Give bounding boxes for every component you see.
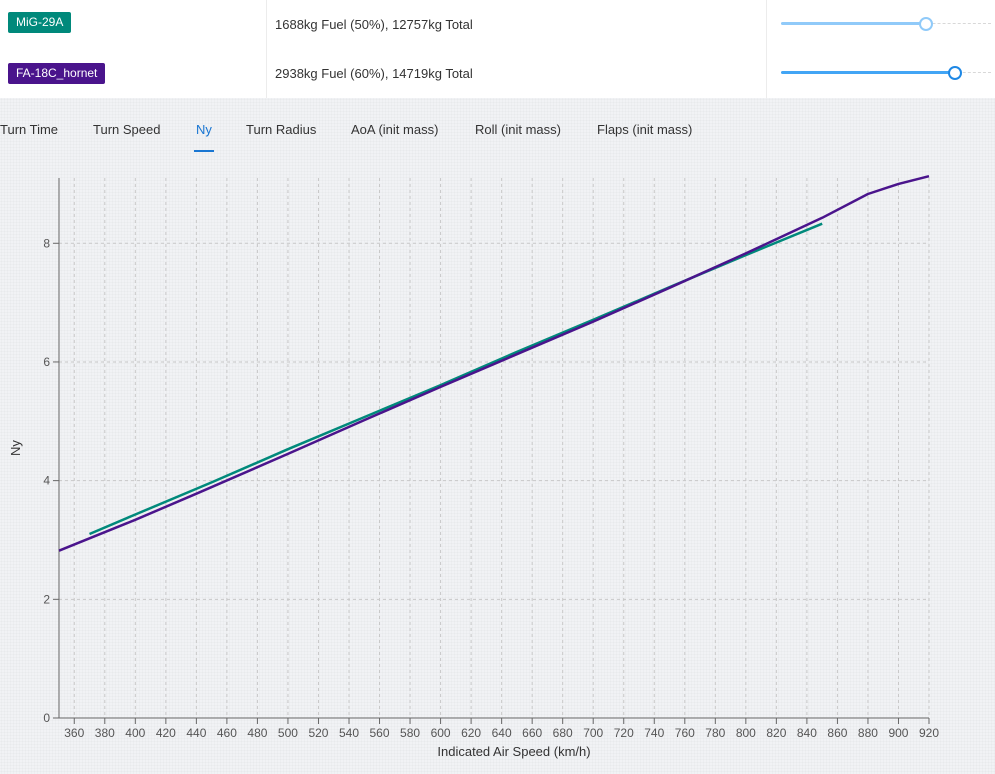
y-tick-label: 8 bbox=[43, 236, 50, 250]
y-tick-label: 6 bbox=[43, 355, 50, 369]
x-tick-label: 480 bbox=[247, 726, 267, 740]
aircraft-row-hornet: FA-18C_hornet 2938kg Fuel (60%), 14719kg… bbox=[0, 49, 995, 99]
fuel-slider-mig29[interactable] bbox=[781, 17, 991, 31]
y-tick-label: 4 bbox=[43, 474, 50, 488]
series-line-mig-29a bbox=[89, 222, 823, 536]
x-tick-label: 720 bbox=[614, 726, 634, 740]
x-tick-label: 840 bbox=[797, 726, 817, 740]
column-divider bbox=[266, 49, 267, 98]
x-axis-label: Indicated Air Speed (km/h) bbox=[437, 744, 590, 759]
x-tick-label: 520 bbox=[308, 726, 328, 740]
x-tick-label: 760 bbox=[675, 726, 695, 740]
x-tick-label: 800 bbox=[736, 726, 756, 740]
x-tick-label: 440 bbox=[186, 726, 206, 740]
fuel-slider-hornet[interactable] bbox=[781, 66, 991, 80]
aircraft-badge-hornet[interactable]: FA-18C_hornet bbox=[8, 63, 106, 84]
x-tick-label: 820 bbox=[766, 726, 786, 740]
x-tick-label: 900 bbox=[888, 726, 908, 740]
tab-turn-radius[interactable]: Turn Radius bbox=[246, 122, 317, 137]
x-tick-label: 420 bbox=[156, 726, 176, 740]
slider-track bbox=[781, 22, 926, 25]
chart-panel: Turn Time Turn Speed Ny Turn Radius AoA … bbox=[0, 98, 995, 774]
x-tick-label: 400 bbox=[125, 726, 145, 740]
x-tick-label: 460 bbox=[217, 726, 237, 740]
x-tick-label: 360 bbox=[64, 726, 84, 740]
ny-chart: 360 380 400 420 440 460 480 500 520 540 560 580 600 6… bbox=[8, 174, 939, 759]
aircraft-table: MiG-29A 1688kg Fuel (50%), 12757kg Total… bbox=[0, 0, 995, 99]
x-tick-label: 860 bbox=[827, 726, 847, 740]
x-tick-label: 880 bbox=[858, 726, 878, 740]
aircraft-row-mig29: MiG-29A 1688kg Fuel (50%), 12757kg Total bbox=[0, 0, 995, 50]
tab-aoa[interactable]: AoA (init mass) bbox=[351, 122, 439, 137]
fuel-info-mig29: 1688kg Fuel (50%), 12757kg Total bbox=[275, 17, 473, 32]
series-line-fa-18c-hornet bbox=[58, 174, 930, 552]
x-tick-label: 660 bbox=[522, 726, 542, 740]
x-tick-label: 920 bbox=[919, 726, 939, 740]
tab-roll[interactable]: Roll (init mass) bbox=[475, 122, 561, 137]
active-tab-indicator bbox=[194, 150, 214, 152]
tab-turn-time[interactable]: Turn Time bbox=[0, 122, 59, 137]
slider-thumb[interactable] bbox=[919, 17, 933, 31]
chart-tabs: Turn Time Turn Speed Ny Turn Radius AoA … bbox=[0, 98, 995, 152]
y-axis-label: Ny bbox=[8, 440, 23, 456]
slider-track bbox=[781, 71, 955, 74]
slider-thumb[interactable] bbox=[948, 66, 962, 80]
tab-flaps[interactable]: Flaps (init mass) bbox=[597, 122, 693, 137]
x-tick-label: 580 bbox=[400, 726, 420, 740]
column-divider bbox=[266, 0, 267, 49]
x-tick-label: 680 bbox=[553, 726, 573, 740]
y-tick-label: 0 bbox=[43, 711, 50, 725]
y-tick-label: 2 bbox=[43, 592, 50, 606]
x-tick-label: 560 bbox=[370, 726, 390, 740]
x-tick-label: 740 bbox=[644, 726, 664, 740]
x-tick-label: 500 bbox=[278, 726, 298, 740]
x-tick-label: 380 bbox=[95, 726, 115, 740]
column-divider bbox=[766, 0, 767, 49]
fuel-info-hornet: 2938kg Fuel (60%), 14719kg Total bbox=[275, 66, 473, 81]
tab-turn-speed[interactable]: Turn Speed bbox=[93, 122, 161, 137]
x-tick-label: 780 bbox=[705, 726, 725, 740]
aircraft-badge-mig29[interactable]: MiG-29A bbox=[8, 12, 72, 33]
tab-ny[interactable]: Ny bbox=[196, 122, 212, 137]
x-tick-label: 700 bbox=[583, 726, 603, 740]
x-tick-label: 600 bbox=[431, 726, 451, 740]
x-tick-label: 620 bbox=[461, 726, 481, 740]
column-divider bbox=[766, 49, 767, 98]
x-tick-label: 640 bbox=[492, 726, 512, 740]
x-tick-label: 540 bbox=[339, 726, 359, 740]
